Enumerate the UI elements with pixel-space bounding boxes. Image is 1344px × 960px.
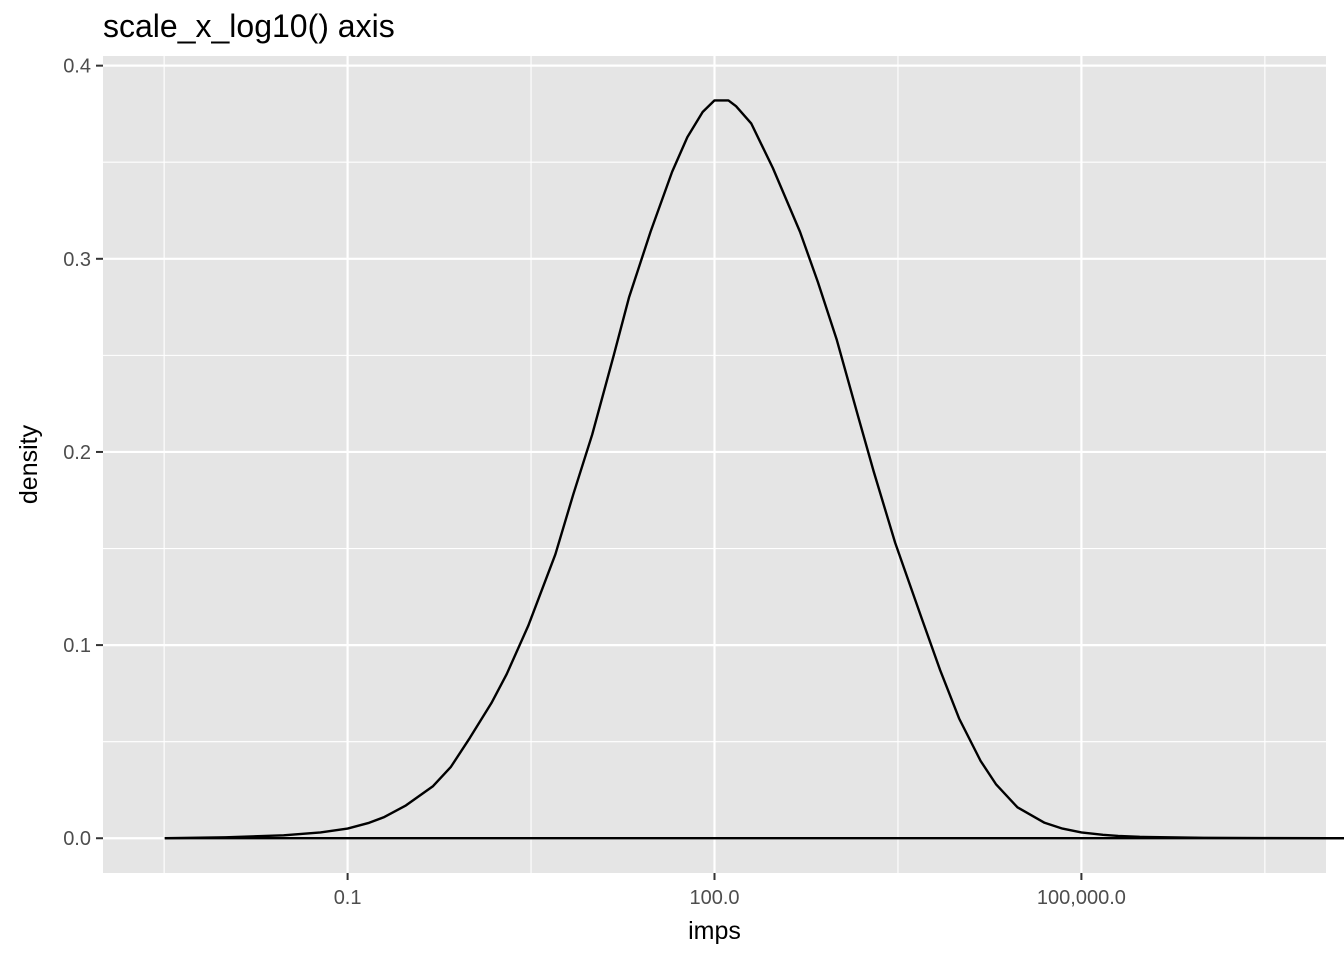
- x-tick-label: 100,000.0: [1037, 887, 1126, 909]
- y-tick-label: 0.1: [63, 635, 91, 657]
- x-tick-label: 100.0: [689, 887, 739, 909]
- x-tick-label: 0.1: [334, 887, 362, 909]
- x-axis-title: imps: [688, 917, 741, 945]
- y-tick-label: 0.0: [63, 828, 91, 850]
- y-tick-label: 0.2: [63, 442, 91, 464]
- y-axis-title: density: [15, 424, 43, 504]
- y-tick-label: 0.4: [63, 56, 91, 78]
- y-tick-label: 0.3: [63, 249, 91, 271]
- x-axis: 0.1 100.0 100,000.0: [334, 873, 1126, 909]
- density-curve: [164, 99, 1344, 840]
- chart-title: scale_x_log10() axis: [103, 8, 395, 44]
- y-axis: 0.0 0.1 0.2 0.3 0.4: [63, 56, 103, 850]
